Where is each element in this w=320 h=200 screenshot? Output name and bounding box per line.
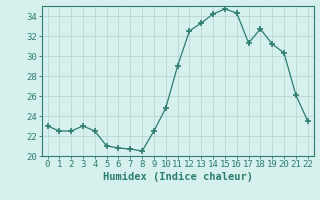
- X-axis label: Humidex (Indice chaleur): Humidex (Indice chaleur): [103, 172, 252, 182]
